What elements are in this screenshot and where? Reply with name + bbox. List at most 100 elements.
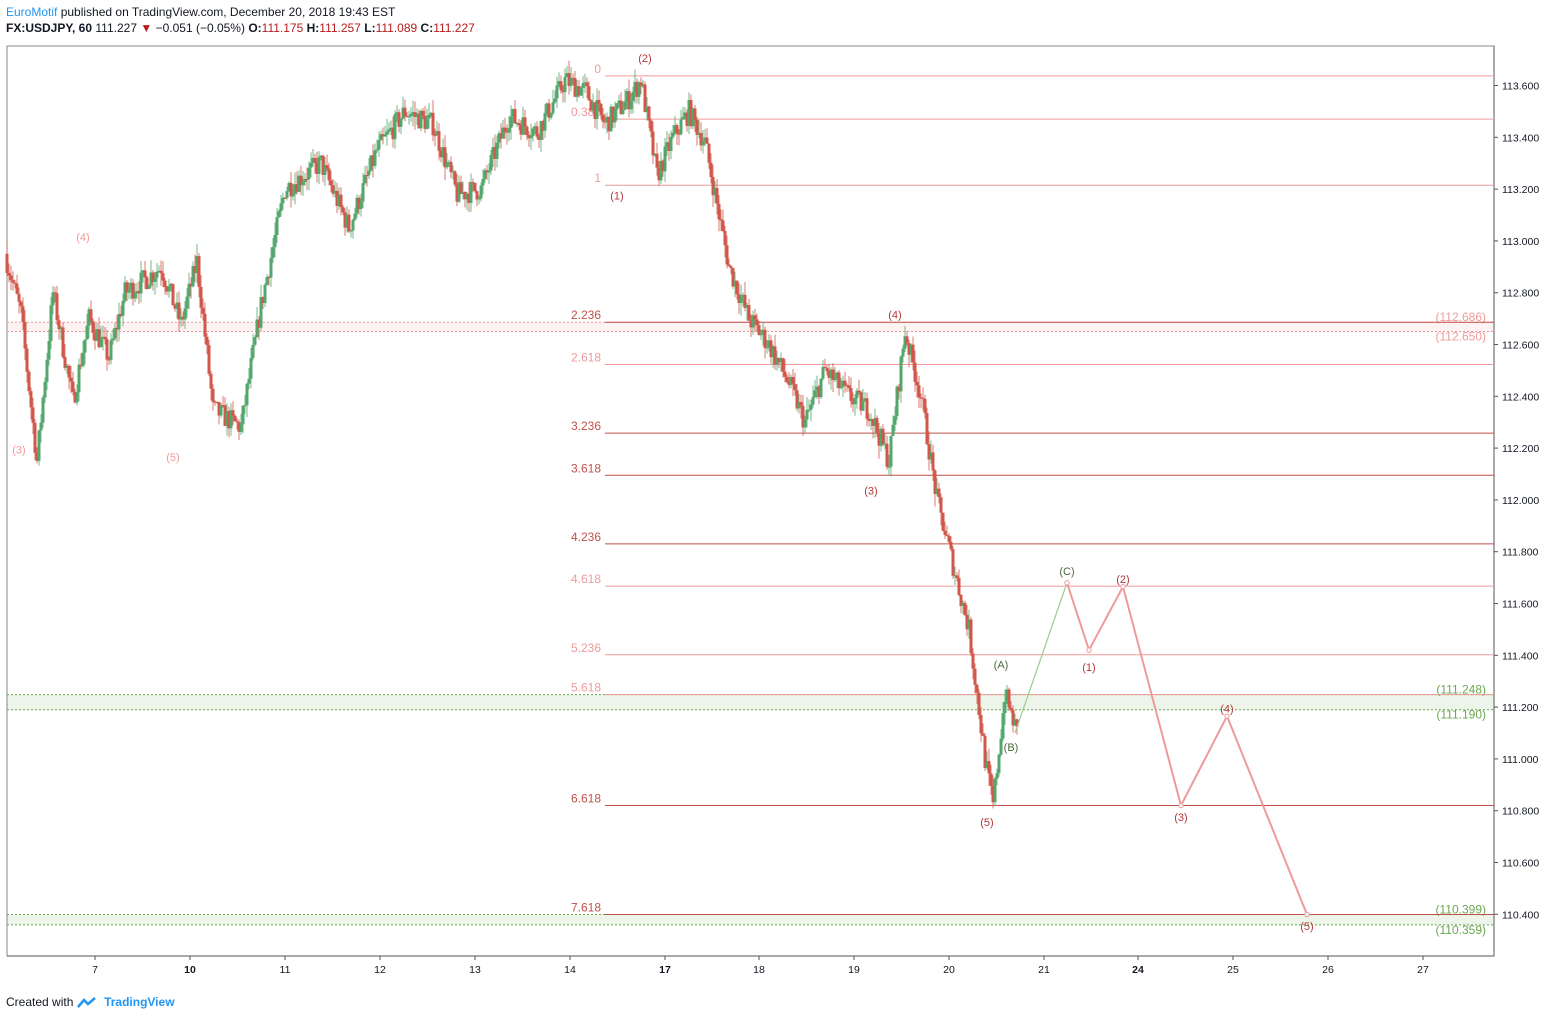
candle-body <box>755 319 759 326</box>
candle-body <box>277 211 281 218</box>
candle-body <box>331 185 335 194</box>
candle-body <box>649 120 653 132</box>
candle-body <box>231 410 235 416</box>
candle-body <box>751 315 755 328</box>
candle-body <box>527 135 531 139</box>
candle-body <box>309 162 313 168</box>
candle-body <box>989 773 993 786</box>
chart-frame <box>6 45 1495 957</box>
candle-body <box>653 153 657 156</box>
candle-body <box>575 86 579 97</box>
price-axis[interactable]: 113.600 113.400 113.200 113.000 112.800 112.6… <box>1494 81 1539 922</box>
candle-body <box>65 365 69 368</box>
quote-line: FX:USDJPY, 60 111.227 ▼ −0.051 (−0.05%) … <box>6 20 475 36</box>
candle-body <box>119 313 123 316</box>
candle-body <box>241 405 245 425</box>
candle-body <box>305 178 309 180</box>
candle-body <box>965 614 969 630</box>
candle-body <box>379 134 383 141</box>
candle-body <box>687 100 691 126</box>
candle-body <box>513 109 517 124</box>
candle-body <box>511 109 515 117</box>
candle-body <box>51 292 55 306</box>
candle-body <box>661 160 665 172</box>
footer: Created with TradingView <box>6 995 175 1009</box>
time-tick-label: 21 <box>1038 964 1050 976</box>
candle-body <box>787 382 791 385</box>
candle-body <box>1009 707 1013 710</box>
candle-body <box>719 219 723 221</box>
price-tick-label: 111.800 <box>1502 547 1539 559</box>
candle-body <box>507 127 511 133</box>
candle-body <box>971 653 975 669</box>
low-label: L: <box>364 21 376 35</box>
candle-body <box>157 270 161 272</box>
candle-body <box>883 443 887 445</box>
candle-body <box>609 106 613 132</box>
wave-label: (3) <box>12 444 25 456</box>
candle-body <box>205 336 209 346</box>
candle-body <box>759 334 763 336</box>
zone-bottom-label: (112.650) <box>1436 330 1486 344</box>
candle-body <box>279 203 283 212</box>
candle-body <box>285 191 289 198</box>
candle-body <box>785 376 789 383</box>
candle-body <box>955 575 959 578</box>
candle-body <box>659 160 663 181</box>
candle-body <box>879 428 883 446</box>
candle-body <box>765 347 769 349</box>
candle-body <box>1007 689 1011 708</box>
candle-body <box>745 305 749 308</box>
candle-body <box>1015 719 1019 727</box>
zone-bottom-label: (110.359) <box>1436 923 1486 937</box>
candle-body <box>855 390 859 398</box>
candle-body <box>667 142 671 151</box>
candle-body <box>263 284 267 303</box>
candle-body <box>589 100 593 111</box>
high-value: 111.257 <box>319 21 361 35</box>
candle-body <box>729 266 733 269</box>
wave-label: (2) <box>638 53 651 65</box>
time-tick-label: 12 <box>374 964 386 976</box>
candle-body <box>635 81 639 97</box>
candle-body <box>195 256 199 274</box>
candle-body <box>799 401 803 406</box>
candle-body <box>321 155 325 175</box>
candle-body <box>433 135 437 137</box>
candle-body <box>697 132 701 135</box>
time-axis[interactable]: 7 10 11 12 13 14 17 18 19 20 21 24 25 26 27 <box>92 956 1429 976</box>
time-tick-label: 7 <box>92 964 98 976</box>
candle-body <box>407 116 411 118</box>
candle-body <box>27 371 31 392</box>
candle-body <box>611 106 615 123</box>
candle-body <box>607 116 611 132</box>
candle-body <box>381 134 385 137</box>
wave-label: (1) <box>1082 662 1095 674</box>
candle-body <box>111 338 115 341</box>
candle-body <box>193 266 197 274</box>
author-link[interactable]: EuroMotif <box>6 5 58 19</box>
candle-body <box>533 126 537 129</box>
candle-body <box>377 140 381 150</box>
candle-body <box>669 136 673 151</box>
candle-body <box>371 155 375 166</box>
candle-body <box>211 388 215 402</box>
candle-body <box>957 577 961 595</box>
candle-body <box>699 132 703 146</box>
wave-label: (B) <box>1004 742 1019 754</box>
candle-body <box>839 386 843 389</box>
candle-body <box>421 110 425 116</box>
candle-body <box>337 194 341 206</box>
candle-body <box>367 170 371 176</box>
tradingview-brand[interactable]: TradingView <box>104 995 175 1009</box>
candle-body <box>281 197 285 204</box>
candle-body <box>325 165 329 169</box>
candle-body <box>141 270 145 273</box>
candle-body <box>517 123 521 126</box>
candle-body <box>549 113 553 118</box>
candle-body <box>269 257 273 278</box>
candle-body <box>519 125 523 135</box>
candle-body <box>509 116 513 128</box>
candle-body <box>415 113 419 117</box>
